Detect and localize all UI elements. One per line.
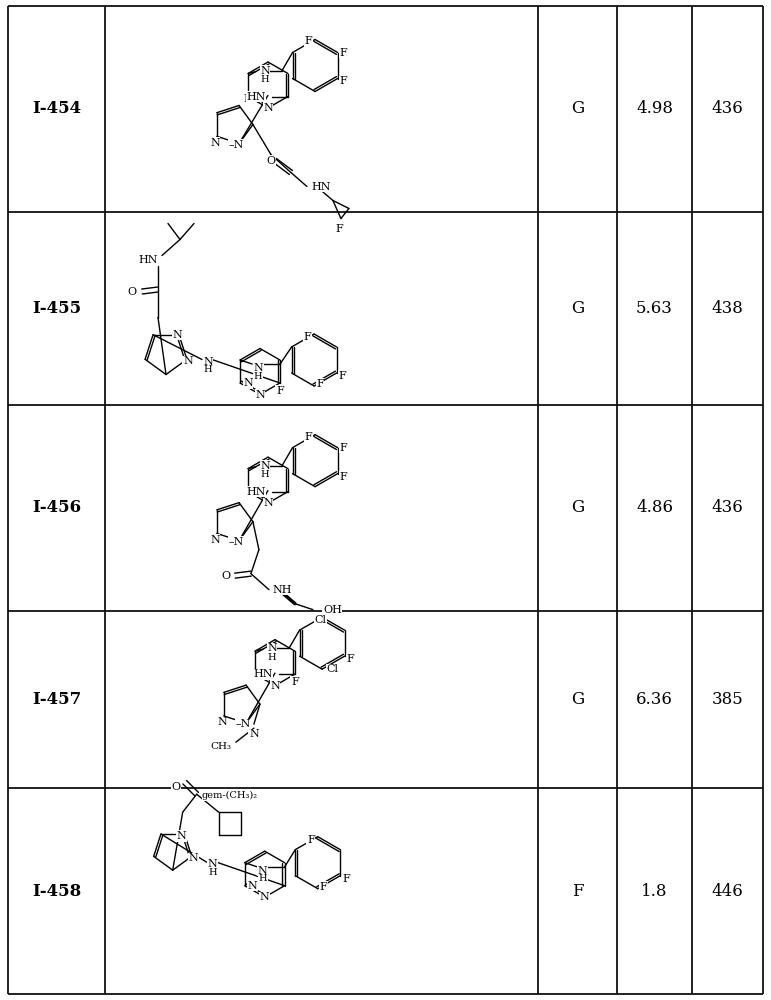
Text: F: F [339,77,348,87]
Text: Cl: Cl [326,664,338,674]
Text: N: N [270,681,280,691]
Text: F: F [305,36,312,46]
Text: O: O [172,782,180,792]
Text: N: N [177,831,187,841]
Text: O: O [266,155,275,165]
Text: H: H [260,75,269,84]
Text: G: G [571,100,584,117]
Text: O: O [128,287,137,297]
Text: N: N [172,330,182,340]
Text: F: F [307,835,315,845]
Text: N: N [243,378,253,388]
Text: N: N [210,137,220,147]
Text: gem-(CH₃)₂: gem-(CH₃)₂ [202,791,258,800]
Text: N: N [258,866,268,876]
Text: –N: –N [236,719,251,729]
Text: I-455: I-455 [32,300,81,317]
Text: HN: HN [139,255,158,265]
Text: F: F [339,47,348,57]
Text: N: N [263,103,273,113]
Text: O: O [222,571,231,581]
Text: N: N [247,881,258,891]
Text: –N: –N [229,139,244,149]
Text: F: F [316,379,324,389]
Text: F: F [339,443,348,453]
Text: I-456: I-456 [32,499,81,516]
Text: N: N [263,498,273,508]
Text: N: N [255,390,265,400]
Text: N: N [267,643,277,653]
Text: CH₃: CH₃ [210,742,231,751]
Text: 438: 438 [712,300,743,317]
Text: F: F [335,224,343,233]
Text: N: N [249,729,259,739]
Text: F: F [291,677,298,687]
Text: F: F [571,883,584,900]
Text: 1.8: 1.8 [641,883,668,900]
Text: I-457: I-457 [32,691,81,708]
Text: 4.98: 4.98 [636,100,673,117]
Text: 446: 446 [712,883,743,900]
Text: N: N [251,487,261,497]
Text: F: F [276,386,284,396]
Text: H: H [258,874,267,883]
Text: HN: HN [247,92,266,102]
Text: N: N [258,669,268,679]
Text: 436: 436 [712,499,743,516]
Text: –N: –N [229,537,244,547]
Text: N: N [260,66,270,76]
Text: 436: 436 [712,100,743,117]
Text: OH: OH [323,605,342,615]
Text: F: F [303,332,311,342]
Text: N: N [183,356,193,366]
Text: H: H [204,365,212,374]
Text: 5.63: 5.63 [636,300,673,317]
Text: N: N [253,363,263,373]
Text: HN: HN [247,487,266,497]
Text: 385: 385 [712,691,743,708]
Text: N: N [210,535,220,545]
Text: N: N [208,859,217,869]
Text: N: N [189,853,199,863]
Text: I-458: I-458 [32,883,81,900]
Text: N: N [260,892,270,902]
Text: F: F [338,371,346,381]
Text: N: N [243,94,253,104]
Text: F: F [339,472,348,482]
Text: H: H [208,868,217,877]
Text: NH: NH [273,585,292,595]
Text: HN: HN [254,669,273,679]
Text: HN: HN [311,182,331,192]
Text: H: H [267,653,276,662]
Text: N: N [260,461,270,471]
Text: F: F [320,882,328,892]
Text: H: H [260,470,269,479]
Text: H: H [254,372,262,381]
Text: I-454: I-454 [32,100,81,117]
Text: F: F [347,654,355,664]
Text: N: N [217,717,227,727]
Text: G: G [571,300,584,317]
Text: F: F [305,432,312,442]
Text: G: G [571,691,584,708]
Text: G: G [571,499,584,516]
Text: 4.86: 4.86 [636,499,673,516]
Text: Cl: Cl [314,615,326,625]
Text: 6.36: 6.36 [636,691,673,708]
Text: F: F [342,874,350,884]
Text: N: N [203,357,213,367]
